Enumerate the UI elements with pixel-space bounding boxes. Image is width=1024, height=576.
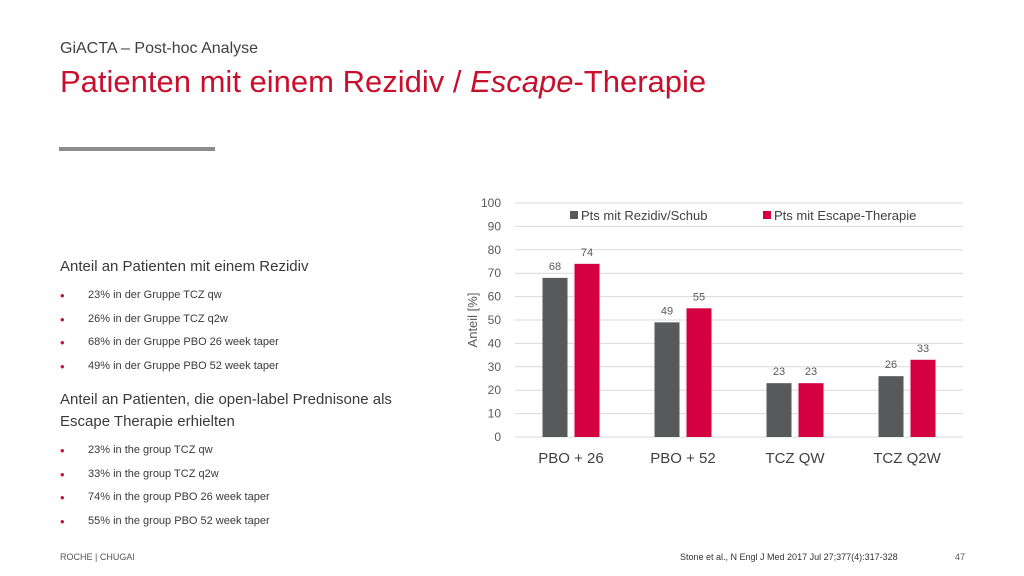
bar (542, 277, 568, 437)
legend-swatch (570, 211, 578, 219)
y-tick-label: 40 (488, 336, 502, 350)
data-label: 49 (661, 305, 673, 317)
bar (686, 308, 712, 437)
list-item: 23% in the group TCZ qw (60, 439, 440, 463)
bar-chart: 0 10 20 30 40 50 60 70 80 90 100 Anteil [%] 68 74 PBO … (465, 196, 963, 467)
bar (766, 383, 792, 437)
y-tick-label: 60 (488, 290, 502, 304)
footer-source: Stone et al., N Engl J Med 2017 Jul 27;3… (680, 552, 898, 562)
bar (798, 383, 824, 437)
list-item: 74% in the group PBO 26 week taper (60, 486, 440, 510)
data-label: 55 (693, 291, 705, 303)
footer-company: ROCHE | CHUGAI (60, 552, 135, 562)
relapse-list: 23% in der Gruppe TCZ qw 26% in der Grup… (60, 284, 440, 378)
title-underline (59, 147, 215, 151)
bar (654, 322, 680, 437)
bar (878, 376, 904, 437)
slide-subtitle: GiACTA – Post-hoc Analyse (60, 40, 259, 57)
relapse-heading: Anteil an Patienten mit einem Rezidiv (60, 258, 309, 275)
title-part-1: Patienten mit einem Rezidiv / (60, 64, 471, 99)
legend-swatch (763, 211, 771, 219)
y-tick-label: 30 (488, 360, 502, 374)
data-label: 23 (805, 366, 817, 378)
title-part-2: -Therapie (573, 64, 707, 99)
y-tick-label: 50 (488, 313, 502, 327)
y-tick-label: 10 (488, 407, 502, 421)
y-tick-label: 20 (488, 383, 502, 397)
list-item: 49% in der Gruppe PBO 52 week taper (60, 355, 440, 379)
x-tick-label: PBO + 52 (650, 450, 715, 467)
escape-heading: Anteil an Patienten, die open-label Pred… (60, 391, 392, 430)
list-item: 23% in der Gruppe TCZ qw (60, 284, 440, 308)
data-label: 26 (885, 359, 897, 371)
x-tick-label: TCZ Q2W (873, 450, 941, 467)
y-tick-label: 70 (488, 266, 502, 280)
data-label: 33 (917, 343, 929, 355)
legend-label: Pts mit Rezidiv/Schub (581, 208, 707, 223)
y-tick-label: 90 (488, 219, 502, 233)
bar (574, 263, 600, 437)
bar (910, 359, 936, 437)
escape-list: 23% in the group TCZ qw 33% in the group… (60, 439, 440, 533)
y-tick-label: 100 (481, 196, 501, 210)
title-italic: Escape (470, 64, 574, 99)
legend-label: Pts mit Escape-Therapie (774, 208, 916, 223)
page-number: 47 (955, 552, 966, 562)
x-tick-label: TCZ QW (765, 450, 825, 467)
x-tick-label: PBO + 26 (538, 450, 603, 467)
list-item: 26% in der Gruppe TCZ q2w (60, 308, 440, 332)
list-item: 33% in the group TCZ q2w (60, 463, 440, 487)
data-label: 23 (773, 366, 785, 378)
y-tick-label: 0 (494, 430, 501, 444)
list-item: 68% in der Gruppe PBO 26 week taper (60, 331, 440, 355)
list-item: 55% in the group PBO 52 week taper (60, 510, 440, 534)
y-axis-label: Anteil [%] (465, 293, 480, 348)
y-tick-label: 80 (488, 243, 502, 257)
slide-title: Patienten mit einem Rezidiv / Escape-The… (60, 64, 706, 100)
escape-text-block: Anteil an Patienten, die open-label Pred… (60, 389, 440, 533)
data-label: 74 (581, 247, 593, 259)
relapse-text-block: Anteil an Patienten mit einem Rezidiv 23… (60, 256, 440, 378)
data-label: 68 (549, 261, 561, 273)
